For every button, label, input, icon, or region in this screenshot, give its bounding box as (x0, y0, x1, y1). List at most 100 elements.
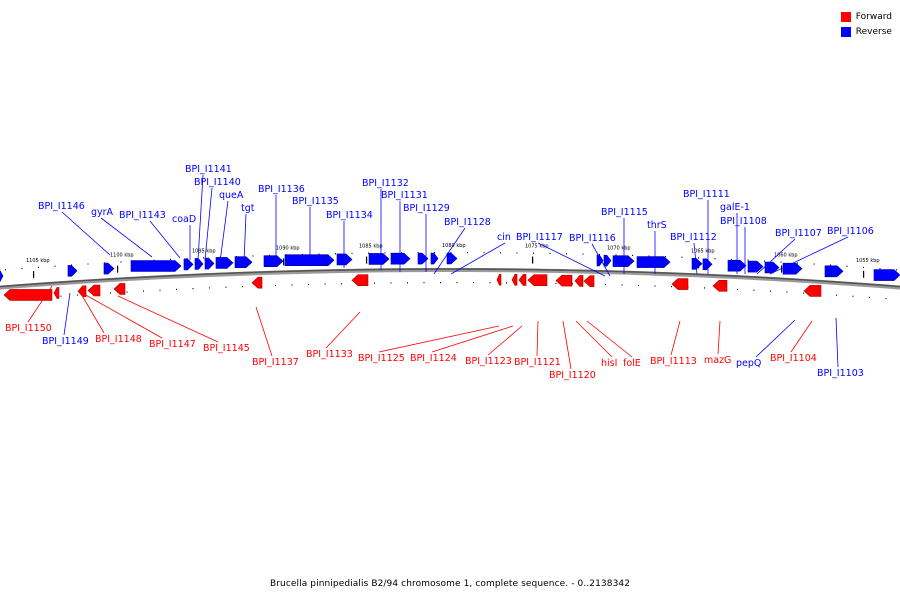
reverse-gene-label-leader (433, 227, 466, 275)
forward-gene-arrow (113, 283, 126, 295)
reverse-gene-arrow (873, 269, 900, 281)
forward-gene-label: BPI_I1113 (650, 356, 697, 367)
forward-gene-label: BPI_I1124 (410, 353, 457, 364)
forward-gene-label: BPI_I1145 (203, 343, 250, 354)
reverse-gene-label: BPI_I1117 (516, 232, 563, 243)
minor-tick (176, 288, 177, 291)
minor-tick (368, 252, 369, 254)
minor-tick (159, 289, 161, 291)
minor-tick (440, 282, 441, 284)
forward-gene-arrow (53, 287, 60, 299)
minor-tick (225, 286, 227, 288)
minor-tick (374, 282, 375, 284)
forward-gene-label-leader (79, 291, 105, 334)
minor-tick (572, 283, 573, 285)
minor-tick (846, 265, 848, 267)
minor-tick (803, 292, 804, 294)
minor-tick (731, 258, 732, 261)
reverse-gene-arrow (824, 265, 844, 278)
forward-swatch (840, 11, 851, 22)
minor-tick (341, 283, 342, 285)
minor-tick (605, 283, 606, 286)
reverse-gene-arrow (764, 261, 780, 274)
scale-tick-label: 1065 kbp (691, 248, 715, 254)
forward-gene-label-leader (790, 320, 813, 353)
minor-tick (209, 287, 210, 289)
reverse-gene-arrow (368, 253, 390, 265)
reverse-gene-label-leader (450, 242, 506, 275)
forward-gene-label-leader (717, 320, 721, 355)
minor-tick (203, 257, 204, 259)
minor-tick (654, 285, 656, 287)
reverse-gene-label-leader (204, 187, 213, 261)
minor-tick (186, 258, 188, 260)
scale-tick-label: 1100 kbp (110, 253, 134, 259)
reverse-gene-label: cin (497, 232, 511, 243)
reverse-gene-label: gyrA (91, 207, 114, 218)
minor-tick (599, 253, 600, 256)
forward-gene-label-leader (378, 325, 500, 353)
minor-tick (308, 283, 309, 286)
reverse-gene-label: BPI_I1140 (194, 177, 241, 188)
minor-tick (120, 261, 122, 263)
reverse-gene-arrow (603, 254, 612, 267)
minor-tick (417, 252, 419, 254)
forward-gene-arrow (87, 284, 101, 297)
minor-tick (879, 268, 881, 270)
minor-tick (489, 282, 491, 284)
forward-gene-label: BPI_I1125 (358, 353, 405, 364)
minor-tick (423, 282, 425, 284)
minor-tick (704, 287, 705, 289)
forward-gene-arrow (511, 274, 518, 286)
reverse-gene-label: queA (219, 190, 244, 201)
reverse-gene-arrow (0, 270, 4, 282)
minor-tick (456, 282, 458, 284)
minor-tick (71, 264, 72, 266)
legend-forward-label: Forward (855, 11, 892, 22)
minor-tick (291, 284, 293, 286)
minor-tick (318, 253, 320, 255)
scale-tick-label: 1090 kbp (276, 245, 300, 251)
forward-gene-label: BPI_I1120 (549, 370, 596, 381)
minor-tick (324, 283, 326, 285)
minor-tick (747, 259, 749, 261)
minor-tick (384, 252, 386, 254)
forward-gene-arrow (671, 278, 689, 290)
minor-tick (632, 254, 633, 257)
minor-tick (836, 294, 837, 296)
reverse-gene-label-leader (63, 292, 71, 336)
reverse-gene-arrow (284, 254, 335, 267)
scale-tick (781, 265, 783, 273)
reverse-gene-arrow (747, 260, 764, 273)
forward-gene-label: BPI_I1123 (465, 356, 512, 367)
reverse-gene-label: BPI_I1112 (670, 232, 717, 243)
reverse-gene-label-leader (100, 217, 153, 258)
reverse-gene-label: coaD (172, 214, 196, 225)
reverse-swatch (840, 26, 851, 37)
reverse-gene-label: BPI_I1111 (683, 189, 730, 200)
minor-tick (275, 284, 276, 287)
forward-gene-label-leader (431, 325, 514, 353)
scale-tick-label: 1095 kbp (192, 248, 216, 254)
minor-tick (770, 290, 771, 292)
minor-tick (467, 252, 468, 254)
minor-tick (665, 256, 666, 258)
reverse-gene-arrow (390, 252, 411, 265)
reverse-gene-label-leader (693, 242, 698, 275)
reverse-gene-label: BPI_I1136 (258, 184, 305, 195)
scale-tick-label: 1075 kbp (525, 244, 549, 250)
reverse-gene-label-leader (756, 238, 796, 275)
minor-tick (407, 282, 408, 284)
reverse-gene-arrow (130, 260, 182, 272)
legend-reverse: Reverse (840, 24, 892, 39)
reverse-gene-label: pepQ (736, 358, 761, 369)
minor-tick (549, 252, 551, 255)
forward-gene-label: BPI_I1121 (514, 357, 561, 368)
forward-gene-label-leader (670, 320, 681, 356)
minor-tick (473, 282, 474, 284)
scale-tick (117, 265, 119, 273)
minor-tick (54, 265, 56, 267)
forward-gene-label-leader (27, 285, 53, 323)
minor-tick (351, 252, 353, 255)
